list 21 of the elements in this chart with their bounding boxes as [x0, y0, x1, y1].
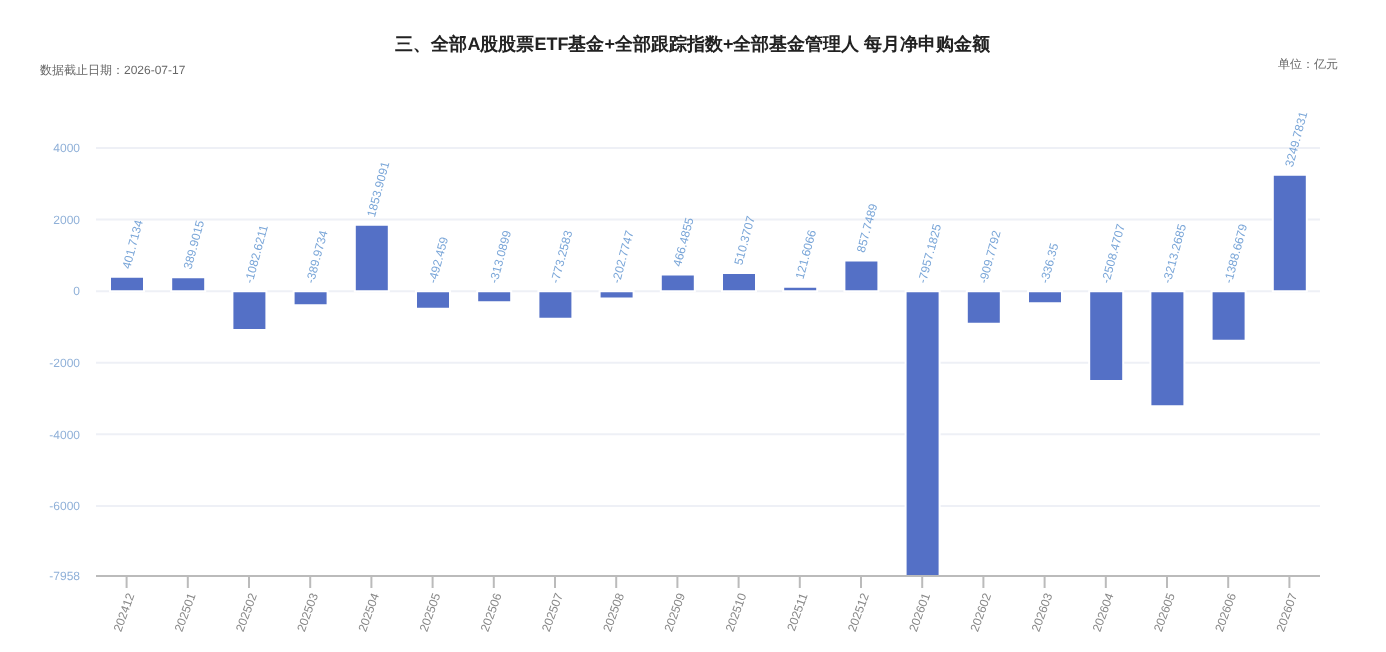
bar	[1027, 290, 1063, 305]
bar	[843, 259, 880, 293]
bar	[598, 290, 635, 300]
bar	[1210, 290, 1247, 342]
bar	[231, 290, 268, 331]
bar	[292, 290, 329, 307]
bar	[721, 271, 757, 293]
bar	[170, 276, 207, 293]
bar	[965, 290, 1002, 325]
bar	[1271, 173, 1308, 293]
bar	[353, 223, 390, 293]
bar	[537, 290, 574, 320]
bar	[1088, 290, 1125, 382]
bar	[109, 275, 145, 293]
bar	[476, 290, 513, 304]
chart-title: 三、全部A股股票ETF基金+全部跟踪指数+全部基金管理人 每月净申购金额	[393, 32, 993, 58]
bar	[415, 290, 451, 310]
bar	[659, 273, 696, 293]
bar	[904, 290, 941, 577]
bar	[1149, 290, 1186, 408]
bar	[782, 285, 819, 293]
